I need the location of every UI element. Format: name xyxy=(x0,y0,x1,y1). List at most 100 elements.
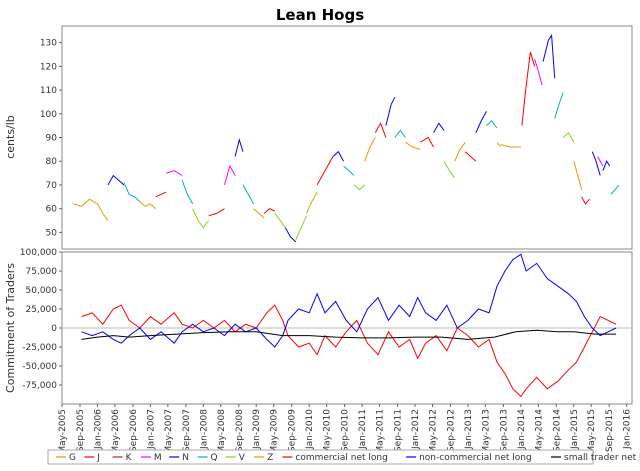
price-segment-G xyxy=(97,203,109,221)
cot-y-tick-label: 75,000 xyxy=(26,267,58,277)
price-segment-Q xyxy=(610,184,620,195)
price-segment-J xyxy=(208,208,225,217)
x-tick-label: Sep-2006 xyxy=(129,409,139,452)
x-tick-label: Jan-2014 xyxy=(517,409,527,450)
x-tick-label: May-2006 xyxy=(111,409,121,454)
price-segment-J xyxy=(464,151,477,162)
x-tick-label: Sep-2009 xyxy=(288,409,298,452)
price-y-tick-label: 100 xyxy=(40,110,57,120)
x-tick-label: Jan-2015 xyxy=(570,409,580,450)
x-tick-label: Sep-2011 xyxy=(394,409,404,452)
x-tick-label: May-2008 xyxy=(217,409,227,454)
x-tick-label: May-2015 xyxy=(587,409,597,454)
x-tick-label: Sep-2014 xyxy=(552,409,562,452)
x-tick-label: May-2005 xyxy=(58,409,68,454)
x-tick-label: Sep-2007 xyxy=(182,409,192,452)
price-segment-J xyxy=(521,51,536,126)
x-tick-label: Jan-2012 xyxy=(411,409,421,450)
price-series xyxy=(73,34,620,243)
price-segment-J xyxy=(374,122,387,138)
x-tick-label: May-2012 xyxy=(428,409,438,454)
cot-y-tick-label: -25,000 xyxy=(22,343,57,353)
price-segment-N xyxy=(475,111,487,134)
price-segment-J xyxy=(581,196,591,205)
price-segment-V xyxy=(192,208,210,229)
price-segment-Z xyxy=(139,201,157,210)
x-axis-ticks: May-2005 Sep-2005 Jan-2006 May-2006 Sep-2006… xyxy=(58,404,633,454)
x-tick-label: Sep-2008 xyxy=(235,409,245,452)
price-segment-Q xyxy=(343,165,355,176)
price-segment-Q xyxy=(486,120,498,129)
price-segment-M xyxy=(534,59,543,86)
price-segment-V xyxy=(562,132,575,143)
price-segment-Z xyxy=(454,141,466,162)
x-tick-label: May-2010 xyxy=(323,409,333,454)
cot-series-line xyxy=(81,304,617,398)
legend-label: Q xyxy=(211,453,218,463)
price-y-tick-label: 110 xyxy=(40,86,57,96)
price-y-tick-label: 90 xyxy=(46,134,58,144)
legend-label: J xyxy=(96,453,100,463)
legend-label: K xyxy=(126,453,133,463)
legend-box xyxy=(47,449,594,465)
x-tick-label: Jan-2013 xyxy=(464,409,474,450)
x-tick-label: Sep-2012 xyxy=(446,409,456,452)
price-segment-Z xyxy=(253,208,265,219)
legend-label: non-commercial net long xyxy=(419,453,532,463)
legend-label: V xyxy=(239,453,246,463)
price-segment-N xyxy=(284,227,297,243)
x-tick-label: Sep-2013 xyxy=(499,409,509,452)
legend-label: small trader net long xyxy=(564,453,640,463)
x-tick-label: May-2013 xyxy=(481,409,491,454)
price-segment-M xyxy=(224,164,236,186)
price-segment-N xyxy=(602,160,611,171)
price-segment-G xyxy=(364,137,376,162)
price-y-ticks: 50 60 70 80 90 100 110 120 130 xyxy=(40,39,62,238)
price-segment-M xyxy=(597,156,604,167)
x-tick-label: Jan-2010 xyxy=(305,409,315,450)
price-segment-N xyxy=(385,96,396,126)
x-tick-label: Sep-2010 xyxy=(341,409,351,452)
price-y-axis-label: cents/lb xyxy=(4,115,17,159)
price-segment-N xyxy=(591,151,601,176)
legend-label: N xyxy=(182,453,189,463)
price-segment-J xyxy=(420,136,434,148)
x-tick-label: Jan-2009 xyxy=(252,409,262,450)
price-plot-area xyxy=(61,25,633,250)
x-tick-label: May-2014 xyxy=(534,409,544,454)
cot-series-line xyxy=(81,253,617,348)
cot-panel: Commitment of Traders -75,000 -50,000 -25,… xyxy=(4,248,633,454)
x-tick-label: Jan-2016 xyxy=(623,409,633,450)
price-y-tick-label: 60 xyxy=(46,205,58,215)
price-segment-N xyxy=(542,34,556,79)
cot-y-tick-label: 100,000 xyxy=(20,248,57,258)
price-segment-Q xyxy=(123,182,141,202)
price-segment-Z xyxy=(306,191,318,214)
x-tick-label: Jan-2006 xyxy=(93,409,103,450)
price-y-tick-label: 130 xyxy=(40,39,57,49)
price-segment-Z xyxy=(405,141,421,150)
price-segment-Q xyxy=(554,92,564,119)
price-segment-V xyxy=(295,215,307,240)
x-tick-label: Sep-2005 xyxy=(76,409,86,452)
price-segment-J xyxy=(263,208,275,214)
price-y-tick-label: 120 xyxy=(40,62,57,72)
cot-y-axis-label: Commitment of Traders xyxy=(4,263,17,393)
price-segment-M xyxy=(166,170,183,176)
legend-label: commercial net long xyxy=(295,453,387,463)
price-segment-V xyxy=(353,184,366,191)
price-panel: cents/lb 50 60 70 80 90 100 110 120 130 xyxy=(4,25,633,250)
price-segment-J xyxy=(316,156,334,186)
price-segment-V xyxy=(496,141,502,148)
price-segment-V xyxy=(274,213,286,228)
price-segment-N xyxy=(332,150,345,162)
price-segment-Q xyxy=(181,180,194,205)
legend-label: Z xyxy=(267,453,273,463)
price-segment-J xyxy=(155,191,167,198)
cot-y-tick-label: 25,000 xyxy=(26,305,58,315)
price-y-tick-label: 50 xyxy=(46,228,58,238)
legend-label: M xyxy=(154,453,162,463)
price-segment-G xyxy=(573,161,583,190)
x-tick-label: Jan-2011 xyxy=(358,409,368,450)
